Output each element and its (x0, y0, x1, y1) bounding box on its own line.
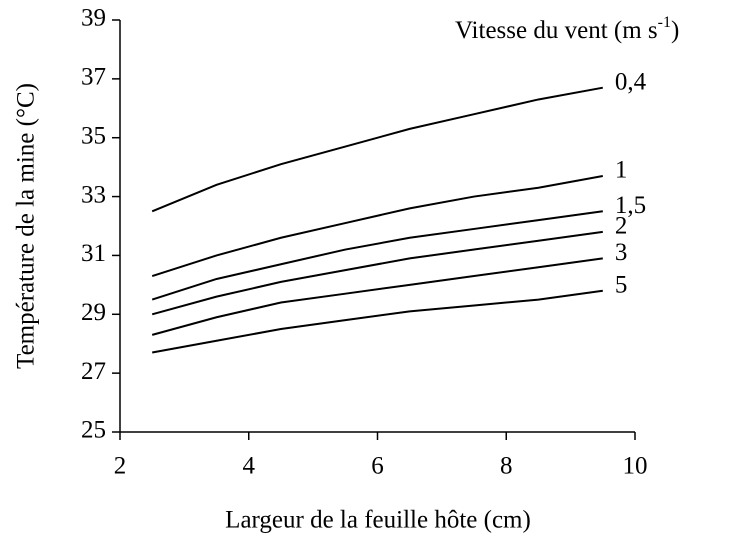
y-tick-label: 33 (81, 181, 106, 208)
x-tick-label: 4 (243, 453, 256, 480)
y-axis-title: Température de la mine (°C) (13, 83, 40, 369)
series-label: 5 (615, 271, 628, 298)
series-label: 1 (615, 157, 628, 184)
x-axis-title: Largeur de la feuille hôte (cm) (225, 507, 531, 534)
line (151, 210, 603, 301)
y-tick-label: 37 (81, 64, 106, 91)
x-tick-label: 2 (114, 453, 127, 480)
line (151, 230, 603, 316)
x-tick-label: 8 (500, 453, 513, 480)
series-label: 1,5 (615, 192, 646, 219)
legend-title-text: Vitesse du vent (m s (455, 17, 658, 44)
series-label: 3 (615, 239, 628, 266)
line (151, 86, 603, 213)
line (151, 174, 603, 277)
legend-title-close: ) (671, 17, 679, 44)
series-label: 0,4 (615, 68, 647, 95)
y-tick-label: 27 (81, 358, 106, 385)
x-tick-label: 10 (623, 453, 648, 480)
y-tick-label: 31 (81, 240, 106, 267)
legend-title-superscript: -1 (658, 14, 671, 31)
line (152, 289, 603, 354)
legend-title: Vitesse du vent (m s-1) (455, 14, 679, 44)
y-tick-label: 39 (81, 5, 106, 32)
y-tick-label: 35 (81, 122, 106, 149)
series-label: 2 (615, 213, 628, 240)
y-tick-label: 29 (81, 299, 106, 326)
x-tick-label: 6 (371, 453, 384, 480)
y-tick-label: 25 (81, 417, 106, 444)
line (151, 257, 603, 336)
